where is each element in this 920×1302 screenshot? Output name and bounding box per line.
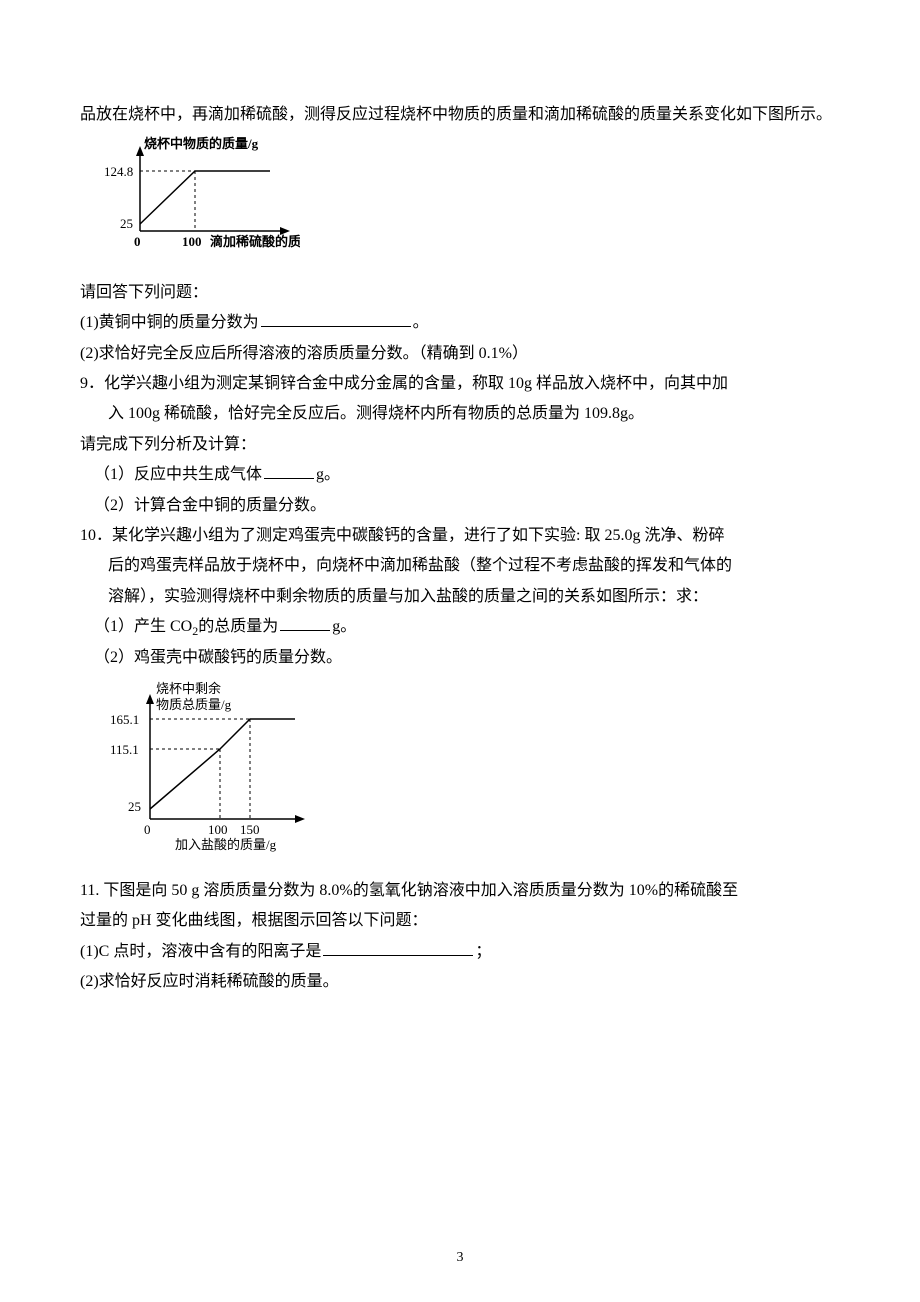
- chart2-ytick-0: 25: [128, 799, 141, 814]
- chart-2: 烧杯中剩余 物质总质量/g 165.1 115.1 25 0 100 150 加…: [100, 679, 840, 865]
- chart-2-svg: 烧杯中剩余 物质总质量/g 165.1 115.1 25 0 100 150 加…: [100, 679, 320, 854]
- page: 品放在烧杯中，再滴加稀硫酸，测得反应过程烧杯中物质的质量和滴加稀硫酸的质量关系变…: [0, 0, 920, 1302]
- chart2-xlabel: 加入盐酸的质量/g: [175, 837, 277, 852]
- q9-part1-b: g。: [316, 466, 340, 483]
- chart2-ylabel2: 物质总质量/g: [156, 697, 232, 712]
- q10-stem3: 溶解），实验测得烧杯中剩余物质的质量与加入盐酸的质量之间的关系如图所示：求：: [80, 582, 840, 612]
- q10-part1: （1）产生 CO2的总质量为g。: [80, 612, 840, 643]
- q11-part2: (2)求恰好反应时消耗稀硫酸的质量。: [80, 967, 840, 997]
- q10-stem1: 10．某化学兴趣小组为了测定鸡蛋壳中碳酸钙的含量，进行了如下实验: 取 25.0…: [80, 521, 840, 551]
- chart2-ylabel1: 烧杯中剩余: [156, 681, 221, 696]
- q8-part1-end: 。: [413, 314, 429, 331]
- chart1-ytick-1: 124.8: [104, 164, 133, 179]
- q9-subintro: 请完成下列分析及计算：: [80, 430, 840, 460]
- q10-part1-a: （1）产生 CO: [94, 618, 192, 635]
- q9-part1-a: （1）反应中共生成气体: [94, 466, 262, 483]
- q11-stem1: 11. 下图是向 50 g 溶质质量分数为 8.0%的氢氧化钠溶液中加入溶质质量…: [80, 876, 840, 906]
- chart-1-svg: 烧杯中物质的质量/g 124.8 25 0 100 滴加稀硫酸的质量/g: [100, 136, 300, 256]
- q11-part1-b: ；: [475, 943, 491, 960]
- chart2-ytick-2: 165.1: [110, 712, 139, 727]
- q9-stem2: 入 100g 稀硫酸，恰好完全反应后。测得烧杯内所有物质的总质量为 109.8g…: [80, 399, 840, 429]
- q9-part2: （2）计算合金中铜的质量分数。: [80, 491, 840, 521]
- chart2-yarrow: [146, 694, 154, 704]
- chart1-ytick-0: 25: [120, 216, 133, 231]
- chart2-x2: 150: [240, 822, 260, 837]
- q10-part2: （2）鸡蛋壳中碳酸钙的质量分数。: [80, 643, 840, 673]
- chart2-x1: 100: [208, 822, 228, 837]
- chart1-line: [140, 171, 270, 224]
- page-number: 3: [0, 1245, 920, 1272]
- q11-stem2: 过量的 pH 变化曲线图，根据图示回答以下问题：: [80, 906, 840, 936]
- chart1-yarrow: [136, 146, 144, 156]
- q8-part2: (2)求恰好完全反应后所得溶液的溶质质量分数。（精确到 0.1%）: [80, 339, 840, 369]
- chart1-x0: 0: [134, 234, 141, 249]
- q11-part1: (1)C 点时，溶液中含有的阳离子是 ；: [80, 937, 840, 967]
- chart-1: 烧杯中物质的质量/g 124.8 25 0 100 滴加稀硫酸的质量/g: [100, 136, 840, 267]
- chart1-x1: 100: [182, 234, 202, 249]
- blank-field[interactable]: [280, 612, 330, 631]
- q10-part1-b: 的总质量为: [198, 618, 278, 635]
- chart2-ytick-1: 115.1: [110, 742, 139, 757]
- chart2-x0: 0: [144, 822, 151, 837]
- q10-part1-c: g。: [332, 618, 356, 635]
- q10-stem2: 后的鸡蛋壳样品放于烧杯中，向烧杯中滴加稀盐酸（整个过程不考虑盐酸的挥发和气体的: [80, 551, 840, 581]
- q11-part1-a: (1)C 点时，溶液中含有的阳离子是: [80, 943, 321, 960]
- q9-part1: （1）反应中共生成气体 g。: [80, 460, 840, 490]
- chart1-xlabel: 滴加稀硫酸的质量/g: [210, 234, 300, 249]
- blank-field[interactable]: [261, 309, 411, 328]
- intro-text: 品放在烧杯中，再滴加稀硫酸，测得反应过程烧杯中物质的质量和滴加稀硫酸的质量关系变…: [80, 100, 840, 130]
- blank-field[interactable]: [323, 937, 473, 956]
- chart2-xarrow: [295, 815, 305, 823]
- blank-field[interactable]: [264, 461, 314, 480]
- questions-intro: 请回答下列问题：: [80, 278, 840, 308]
- chart1-ylabel: 烧杯中物质的质量/g: [144, 136, 259, 151]
- q8-part1-text: (1)黄铜中铜的质量分数为: [80, 314, 259, 331]
- q9-stem1: 9．化学兴趣小组为测定某铜锌合金中成分金属的含量，称取 10g 样品放入烧杯中，…: [80, 369, 840, 399]
- q8-part1: (1)黄铜中铜的质量分数为 。: [80, 308, 840, 338]
- chart2-line: [150, 719, 295, 809]
